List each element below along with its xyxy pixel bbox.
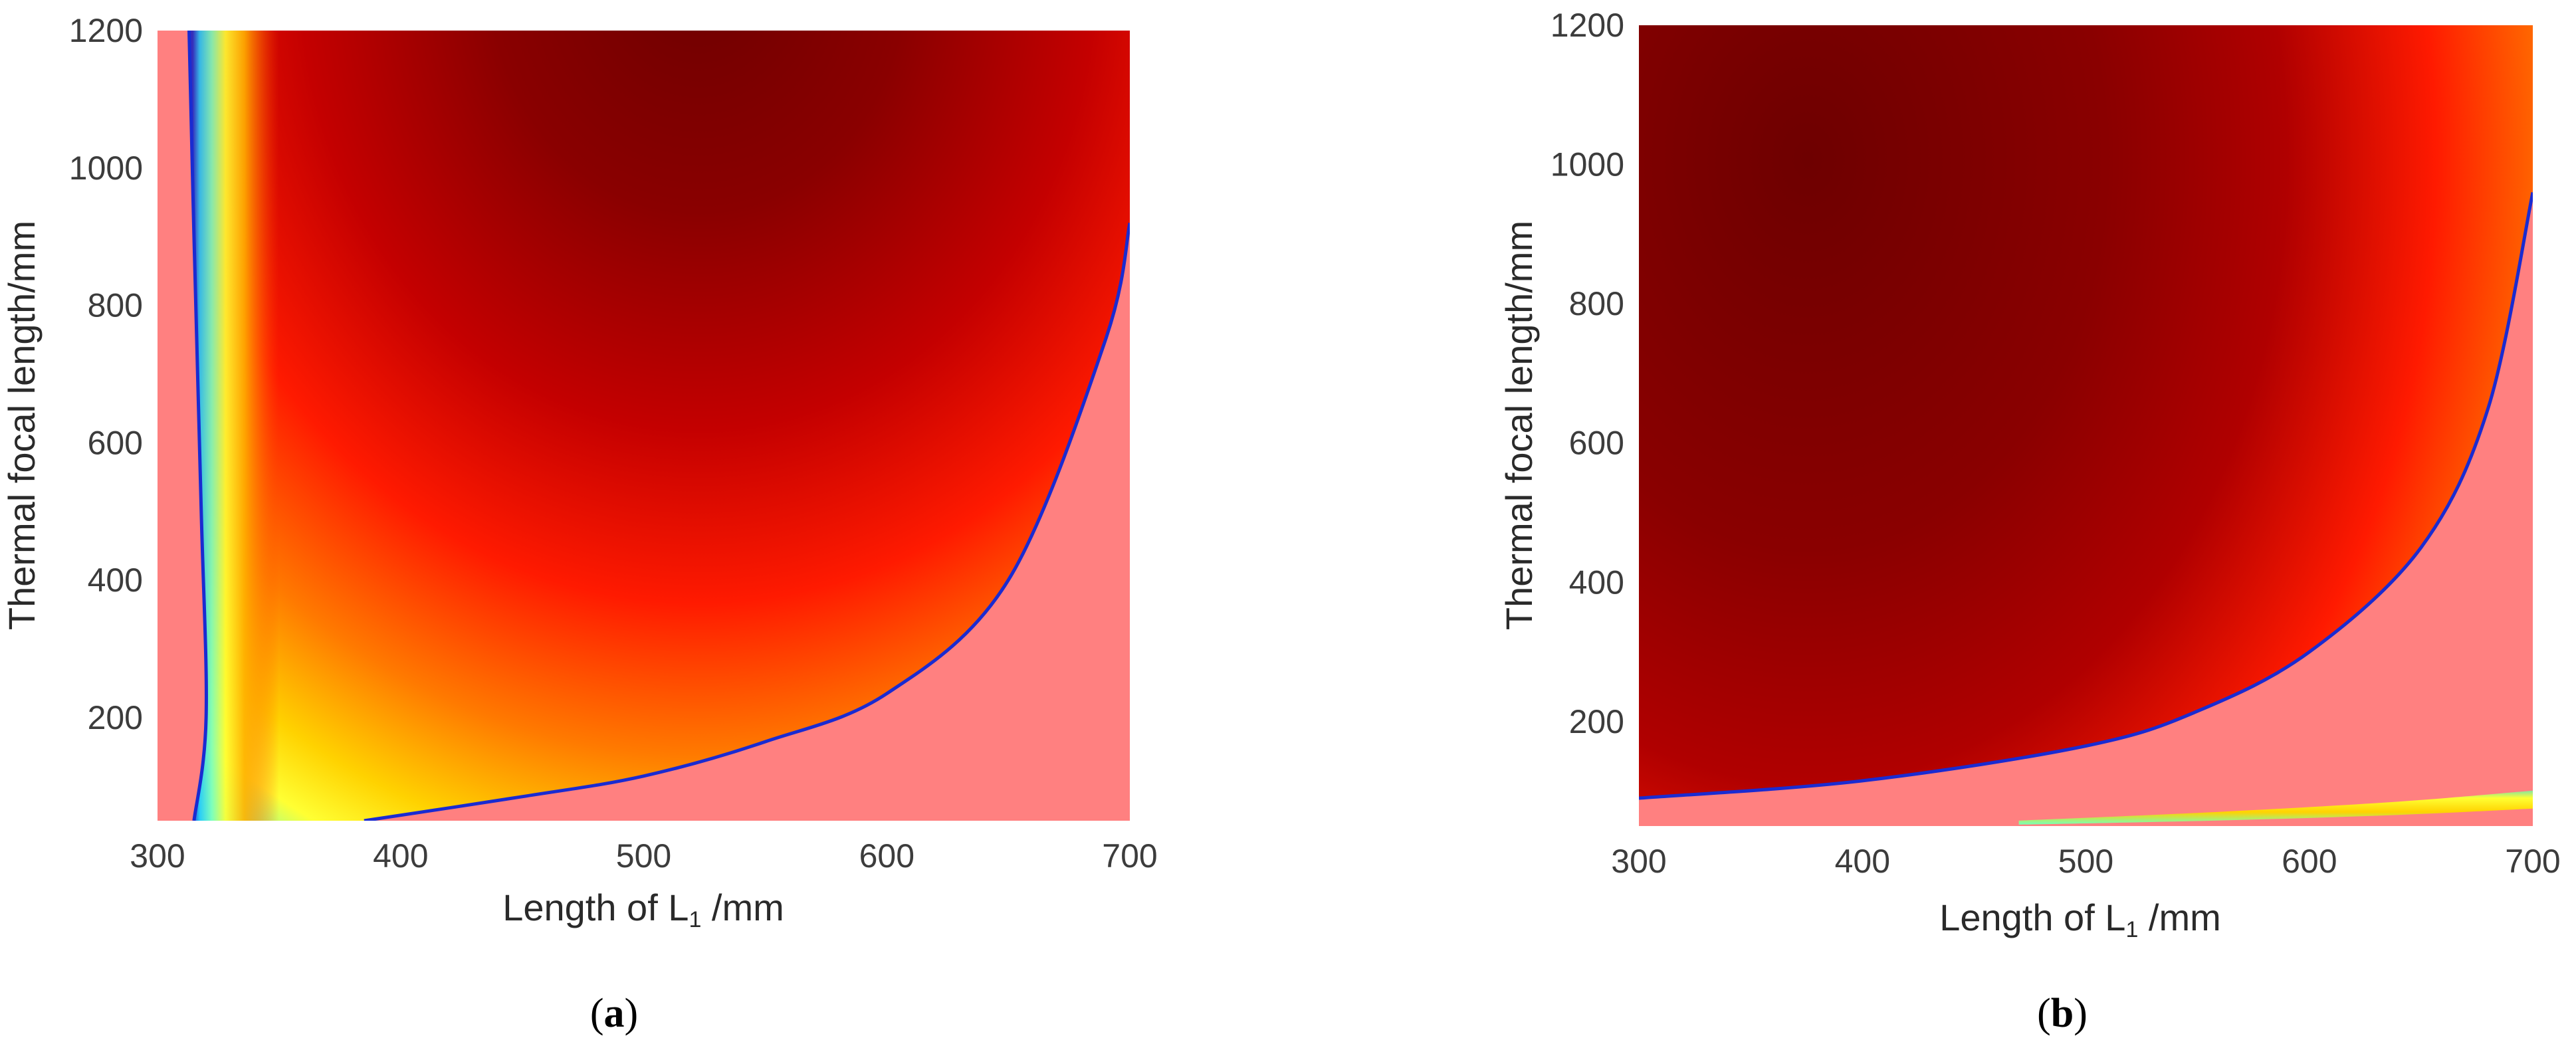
x-tick-labels-b: 300 400 500 600 700	[1611, 843, 2560, 880]
secondary-stable-band-b	[2018, 790, 2533, 825]
y-tick-label: 200	[1569, 703, 1624, 740]
y-tick-label: 800	[88, 287, 143, 324]
y-tick-label: 1200	[69, 12, 143, 49]
y-tick-label: 1000	[1551, 146, 1624, 183]
heatmap-b	[1639, 25, 2533, 826]
x-tick-label: 700	[2505, 843, 2560, 880]
x-tick-label: 500	[616, 837, 671, 875]
boundary-lower-b	[1639, 191, 2533, 800]
stable-edge-left-a	[189, 31, 474, 821]
y-tick-labels-a: 200 400 600 800 1000 1200	[69, 12, 143, 736]
boundary-lower-a	[364, 222, 1130, 821]
y-tick-label: 400	[1569, 564, 1624, 601]
y-tick-labels-b: 200 400 600 800 1000 1200	[1551, 7, 1624, 740]
panel-a: 300 400 500 600 700 200 400 600 800 1000 1200 Len…	[1, 12, 1158, 1036]
x-tick-label: 300	[1611, 843, 1666, 880]
panel-caption-a: (a)	[590, 991, 638, 1036]
y-axis-label-b: Thermal focal length/mm	[1498, 221, 1540, 630]
x-tick-label: 400	[1835, 843, 1890, 880]
y-tick-label: 1200	[1551, 7, 1624, 44]
y-tick-label: 600	[1569, 425, 1624, 462]
x-tick-label: 600	[2282, 843, 2337, 880]
boundary-left-a	[187, 31, 208, 821]
panel-caption-b: (b)	[2037, 991, 2088, 1036]
y-tick-label: 600	[88, 424, 143, 461]
x-axis-label-b: Length of L1 /mm	[1939, 896, 2221, 942]
heatmap-a	[158, 31, 1130, 821]
x-tick-label: 700	[1102, 837, 1157, 875]
x-tick-label: 400	[373, 837, 428, 875]
x-tick-label: 500	[2058, 843, 2113, 880]
y-tick-label: 400	[88, 562, 143, 599]
x-axis-label-a: Length of L1 /mm	[502, 887, 784, 932]
y-axis-label-a: Thermal focal length/mm	[1, 221, 43, 630]
stable-region-b	[1639, 25, 2533, 799]
x-tick-label: 600	[859, 837, 914, 875]
x-tick-labels-a: 300 400 500 600 700	[130, 837, 1157, 875]
y-tick-label: 800	[1569, 285, 1624, 322]
y-tick-label: 1000	[69, 150, 143, 187]
panel-b: 300 400 500 600 700 200 400 600 800 1000 1200 Len…	[1498, 7, 2561, 1036]
x-tick-label: 300	[130, 837, 185, 875]
y-tick-label: 200	[88, 699, 143, 736]
